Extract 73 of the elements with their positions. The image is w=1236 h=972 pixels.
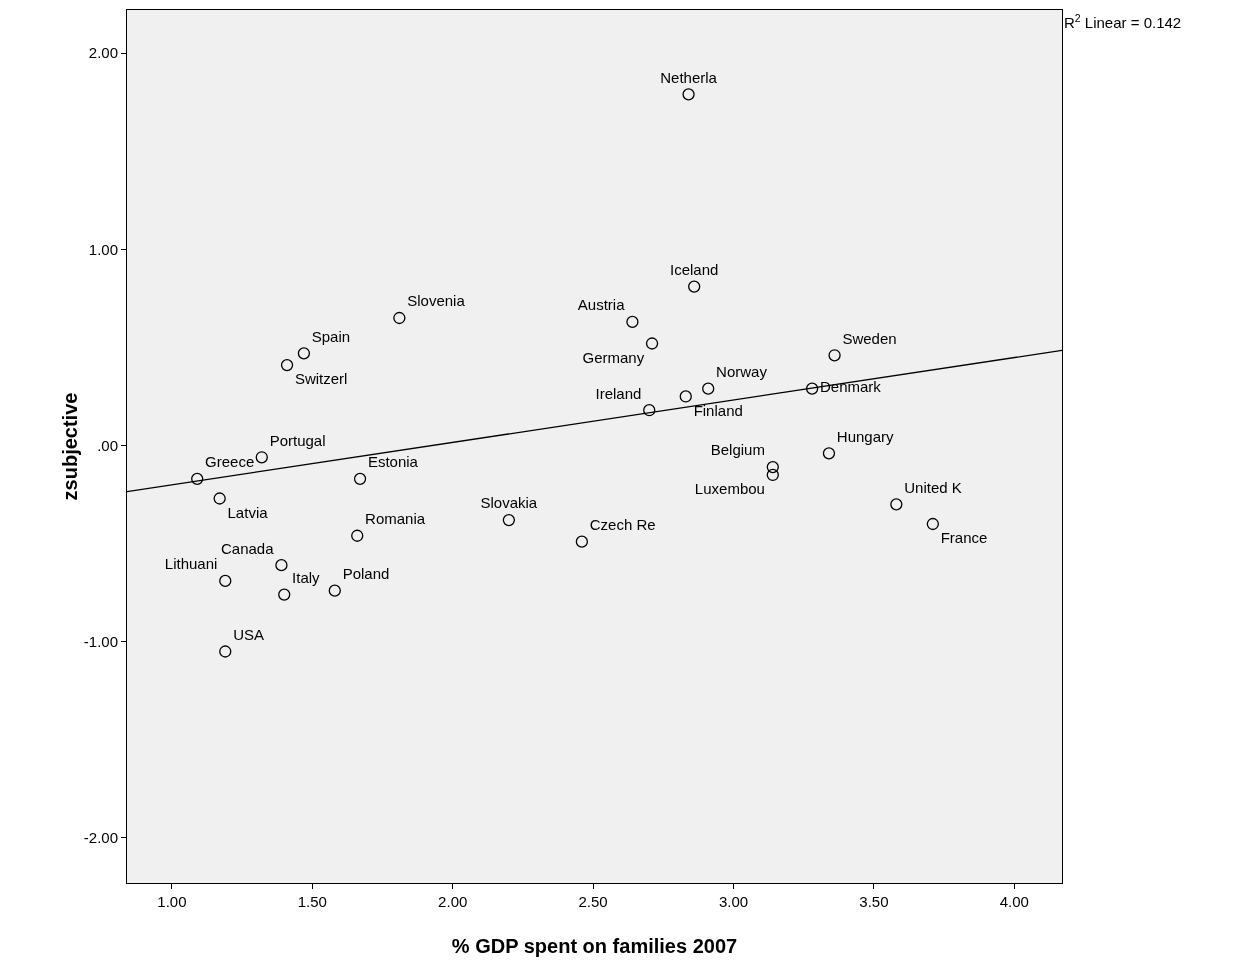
point <box>926 517 939 531</box>
data-label: Slovakia <box>480 494 538 512</box>
data-label: United K <box>904 478 962 496</box>
data-label: Greece <box>205 453 255 471</box>
data-label: Ireland <box>595 384 642 402</box>
point <box>213 492 226 505</box>
point <box>255 451 268 464</box>
y-tick-label: .00 <box>97 436 118 454</box>
point <box>219 574 232 588</box>
point <box>890 498 903 511</box>
data-label: Sweden <box>842 329 897 347</box>
data-label: Italy <box>292 568 321 586</box>
data-label: Czech Re <box>589 516 656 534</box>
point <box>822 447 836 460</box>
point <box>219 645 232 658</box>
data-label: Romania <box>365 510 426 528</box>
data-label: Estonia <box>367 453 419 471</box>
point <box>353 472 367 486</box>
x-axis-title: % GDP spent on families 2007 <box>451 935 738 957</box>
x-tick-label: 1.50 <box>297 893 327 910</box>
data-label: Switzerl <box>294 370 348 388</box>
y-axis-title: zsubjective <box>59 392 81 501</box>
data-label: Austria <box>577 296 626 314</box>
data-label: Luxembou <box>694 480 765 498</box>
point <box>297 347 311 360</box>
data-label: Slovenia <box>407 292 466 310</box>
x-tick-label: 2.50 <box>578 893 608 910</box>
x-tick-label: 1.00 <box>157 893 187 910</box>
point <box>766 460 779 474</box>
y-tick-label: 1.00 <box>88 240 118 258</box>
point <box>328 584 341 597</box>
point <box>278 588 291 601</box>
data-label: Poland <box>342 565 390 583</box>
data-label: Lithuani <box>164 555 218 573</box>
point <box>393 311 406 325</box>
point <box>575 535 589 548</box>
point <box>275 559 288 572</box>
x-tick-label: 2.00 <box>438 893 468 910</box>
data-label: Canada <box>221 539 275 557</box>
data-label: Finland <box>693 401 743 419</box>
text: R$^{2}$ Linear = 0.142 <box>1064 12 1182 32</box>
data-label: Germany <box>582 348 645 366</box>
point <box>643 404 656 417</box>
point <box>351 529 364 542</box>
point <box>502 513 516 527</box>
x-tick-label: 4.00 <box>999 893 1029 910</box>
point <box>280 358 294 372</box>
point <box>682 88 695 101</box>
data-label: Norway <box>716 363 768 381</box>
data-label: France <box>940 529 988 547</box>
data-label: USA <box>233 625 264 643</box>
point <box>191 472 204 486</box>
data-label: Netherla <box>660 68 718 86</box>
data-label: Belgium <box>710 441 765 459</box>
data-label: Hungary <box>836 427 895 445</box>
x-tick-label: 3.00 <box>718 893 749 910</box>
point <box>626 315 639 329</box>
y-tick-label: -2.00 <box>83 829 118 847</box>
point <box>679 390 692 403</box>
data-label: Spain <box>311 327 351 345</box>
x-tick-label: 3.50 <box>859 893 889 910</box>
data-label: Iceland <box>669 260 719 278</box>
point <box>805 382 819 395</box>
point <box>702 382 715 395</box>
data-label: Latvia <box>227 503 269 521</box>
point <box>766 468 779 482</box>
point <box>828 349 841 362</box>
y-tick-label: 2.00 <box>88 44 118 62</box>
point <box>645 337 659 350</box>
data-label: Denmark <box>819 378 882 396</box>
y-tick-label: -1.00 <box>83 632 118 650</box>
point <box>688 280 701 293</box>
data-label: Portugal <box>269 431 326 449</box>
